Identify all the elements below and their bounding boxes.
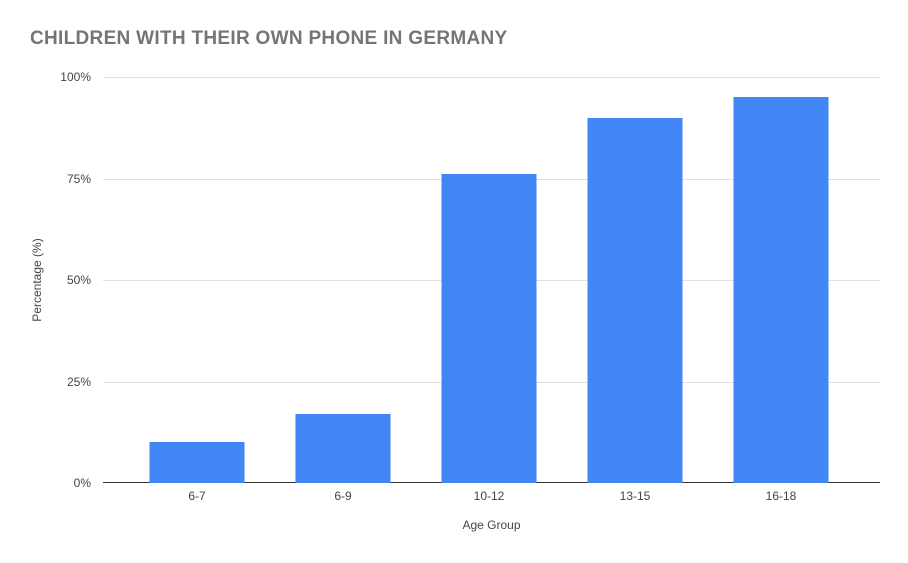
x-tick-label-16-18: 16-18: [765, 489, 797, 503]
bar-slot-13-15: [562, 77, 708, 483]
x-axis-title: Age Group: [462, 518, 521, 532]
y-tick-label-100: 100%: [60, 70, 91, 84]
x-tick-label-10-12: 10-12: [473, 489, 505, 503]
bar-slot-6-7: [124, 77, 270, 483]
bar-13-15: [587, 117, 683, 483]
bar-16-18: [733, 97, 829, 483]
chart-title: CHILDREN WITH THEIR OWN PHONE IN GERMANY: [30, 28, 508, 49]
bar-slot-10-12: [416, 77, 562, 483]
y-tick-label-0: 0%: [73, 476, 91, 490]
x-tick-label-13-15: 13-15: [619, 489, 651, 503]
bar-10-12: [441, 174, 537, 483]
x-tick-label-6-9: 6-9: [334, 489, 352, 503]
y-tick-label-25: 25%: [66, 374, 91, 389]
bar-6-9: [295, 413, 391, 483]
y-axis-tick-labels: 0% 25% 50% 75% 100%: [0, 71, 91, 489]
plot-area: [103, 77, 880, 483]
bar-6-7: [149, 442, 245, 483]
y-tick-label-50: 50%: [66, 273, 91, 287]
bar-slot-16-18: [708, 77, 854, 483]
bar-slot-6-9: [270, 77, 416, 483]
x-tick-label-6-7: 6-7: [188, 489, 206, 503]
bars-row: [124, 77, 854, 483]
gridline-100: [103, 77, 880, 78]
x-axis-tick-labels: 6-7 6-9 10-12 13-15 16-18: [124, 489, 854, 503]
y-tick-label-75: 75%: [66, 171, 91, 186]
